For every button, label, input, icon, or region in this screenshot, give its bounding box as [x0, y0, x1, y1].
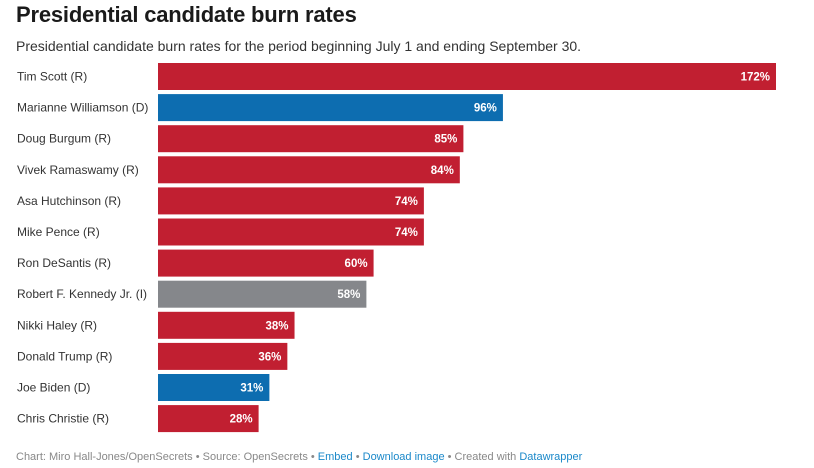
- bar-row: Donald Trump (R) 36%: [17, 342, 288, 370]
- footer-separator: •: [352, 451, 363, 463]
- bar: [158, 405, 259, 433]
- value-label: 85%: [434, 134, 457, 146]
- value-label: 74%: [395, 196, 418, 208]
- bar: [158, 156, 460, 184]
- value-label: 74%: [395, 227, 418, 239]
- category-label: Joe Biden (D): [17, 381, 90, 395]
- category-label: Marianne Williamson (D): [17, 101, 148, 115]
- chart-subtitle: Presidential candidate burn rates for th…: [16, 38, 582, 54]
- footer-separator: •: [192, 451, 203, 463]
- value-label: 84%: [431, 165, 454, 177]
- value-label: 31%: [240, 383, 263, 395]
- value-label: 28%: [230, 414, 253, 426]
- category-label: Tim Scott (R): [17, 70, 87, 84]
- download-image-link[interactable]: Download image: [362, 451, 445, 463]
- category-label: Robert F. Kennedy Jr. (I): [17, 287, 147, 301]
- value-label: 172%: [741, 72, 770, 84]
- bar-row: Doug Burgum (R) 85%: [17, 125, 464, 153]
- bar-row: Robert F. Kennedy Jr. (I) 58%: [17, 280, 367, 308]
- bar-row: Tim Scott (R) 172%: [17, 63, 776, 90]
- bar: [158, 342, 288, 370]
- category-label: Ron DeSantis (R): [17, 256, 111, 270]
- bar-row: Chris Christie (R) 28%: [17, 405, 259, 433]
- bar-chart: Tim Scott (R) 172% Marianne Williamson (D)…: [17, 63, 776, 433]
- category-label: Doug Burgum (R): [17, 132, 111, 146]
- value-label: 60%: [345, 258, 368, 270]
- datawrapper-link[interactable]: Datawrapper: [519, 451, 583, 463]
- category-label: Donald Trump (R): [17, 349, 112, 363]
- bar: [158, 249, 374, 277]
- value-label: 38%: [266, 320, 289, 332]
- bar: [158, 280, 367, 308]
- source-text: Source: OpenSecrets: [202, 451, 308, 463]
- bar: [158, 374, 270, 401]
- category-label: Nikki Haley (R): [17, 318, 97, 332]
- bar-row: Mike Pence (R) 74%: [17, 218, 424, 246]
- bar: [158, 311, 295, 339]
- bar: [158, 63, 776, 90]
- category-label: Chris Christie (R): [17, 412, 109, 426]
- bar-row: Vivek Ramaswamy (R) 84%: [17, 156, 460, 184]
- footer-separator: •: [444, 451, 455, 463]
- bar: [158, 218, 424, 246]
- bar: [158, 94, 503, 122]
- bar: [158, 125, 464, 153]
- value-label: 58%: [337, 289, 360, 301]
- category-label: Vivek Ramaswamy (R): [17, 163, 139, 177]
- value-label: 96%: [474, 103, 497, 115]
- bar-row: Nikki Haley (R) 38%: [17, 311, 295, 339]
- chart-credit: Chart: Miro Hall-Jones/OpenSecrets: [16, 451, 193, 463]
- bar-row: Asa Hutchinson (R) 74%: [17, 187, 424, 215]
- bar-row: Marianne Williamson (D) 96%: [17, 94, 503, 122]
- category-label: Mike Pence (R): [17, 225, 100, 239]
- category-label: Asa Hutchinson (R): [17, 194, 121, 208]
- chart-title: Presidential candidate burn rates: [16, 2, 357, 27]
- value-label: 36%: [258, 351, 281, 363]
- embed-link[interactable]: Embed: [317, 451, 353, 463]
- created-with-text: Created with: [454, 451, 520, 463]
- footer-separator: •: [307, 451, 318, 463]
- bar-row: Ron DeSantis (R) 60%: [17, 249, 374, 277]
- chart-footer: Chart: Miro Hall-Jones/OpenSecrets • Sou…: [16, 451, 582, 463]
- bar-row: Joe Biden (D) 31%: [17, 374, 270, 401]
- bar: [158, 187, 424, 215]
